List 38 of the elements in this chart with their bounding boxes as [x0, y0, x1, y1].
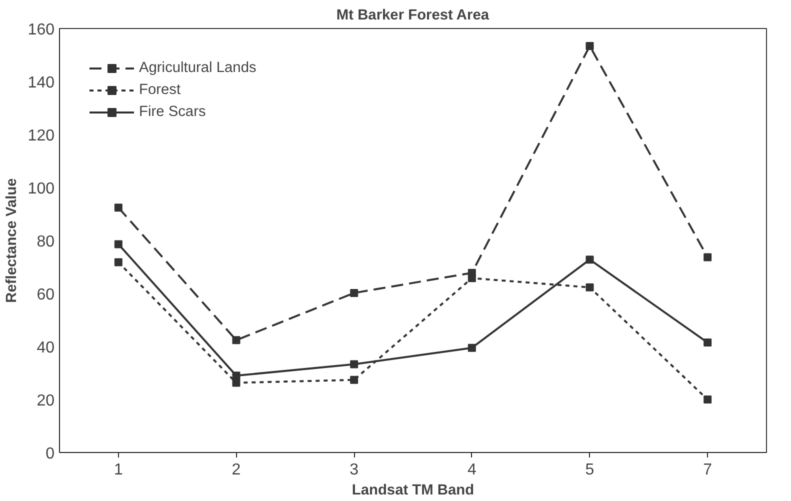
legend-label: Fire Scars: [139, 104, 206, 120]
legend-label: Agricultural Lands: [139, 60, 256, 76]
point: [468, 274, 476, 282]
y-tick-label: 140: [28, 74, 55, 92]
point: [232, 378, 240, 387]
y-tick-label: 40: [36, 340, 55, 356]
x-tick-label: 3: [350, 462, 359, 478]
point: [232, 336, 240, 344]
point: [350, 288, 358, 297]
point: [586, 42, 594, 50]
y-tick-label: 100: [28, 180, 55, 198]
x-axis-title: Landsat TM Band: [352, 482, 474, 498]
point: [468, 344, 476, 352]
x-tick-label: 5: [585, 462, 594, 478]
x-tick-label: 7: [703, 462, 712, 478]
chart-title: Mt Barker Forest Area: [336, 8, 490, 24]
point: [114, 240, 122, 248]
x-tick-label: 2: [232, 462, 241, 478]
point: [350, 360, 358, 368]
point: [704, 253, 712, 262]
point: [114, 258, 122, 266]
point: [232, 372, 240, 380]
x-tick-label: 1: [114, 462, 123, 478]
y-tick-label: 0: [46, 446, 55, 462]
point: [586, 256, 594, 264]
x-tick-label: 4: [467, 462, 476, 478]
y-tick-label: 120: [28, 128, 55, 144]
y-tick-label: 80: [36, 234, 55, 250]
y-tick-label: 160: [28, 22, 55, 38]
y-tick-label: 60: [36, 286, 55, 304]
point: [704, 338, 712, 347]
point: [586, 283, 594, 292]
point: [704, 396, 712, 404]
point: [350, 376, 358, 384]
legend-label: Forest: [139, 82, 181, 98]
y-axis-title: Reflectance Value: [4, 178, 20, 303]
point: [114, 204, 122, 212]
y-tick-label: 20: [36, 392, 55, 410]
